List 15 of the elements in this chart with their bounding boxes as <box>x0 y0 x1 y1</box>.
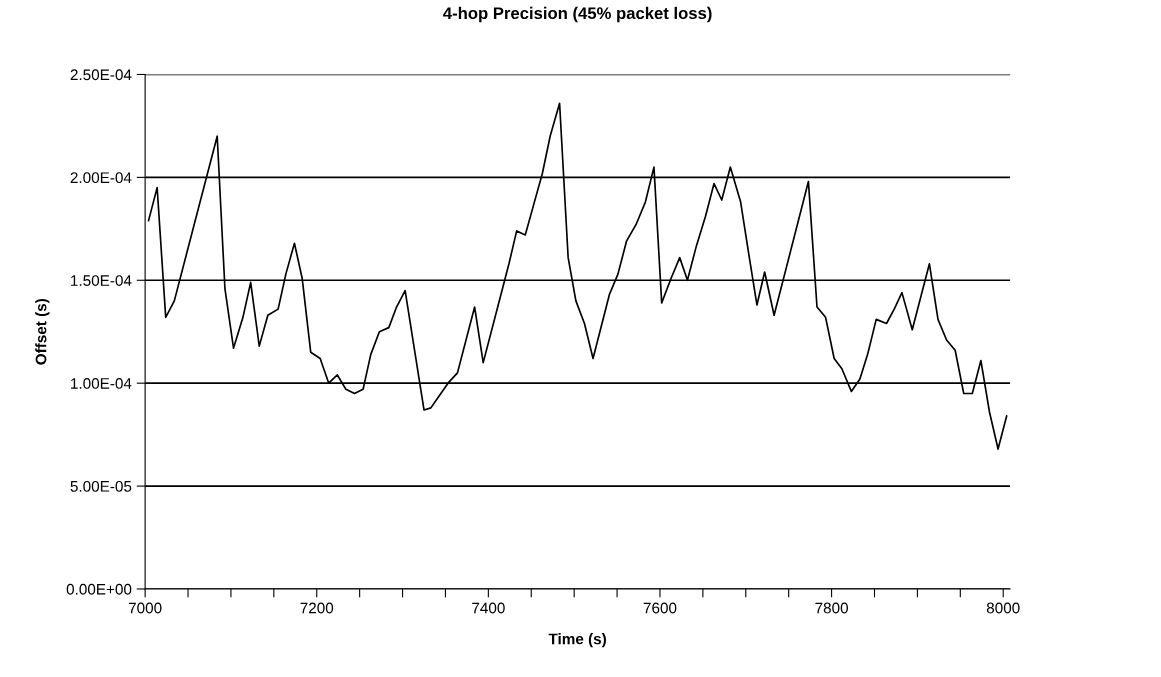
x-tick-label: 7000 <box>128 602 162 614</box>
chart-title: 4-hop Precision (45% packet loss) <box>443 6 712 23</box>
x-tick-label: 7800 <box>815 602 848 614</box>
y-axis-title: Offset (s) <box>35 298 50 365</box>
y-tick-label: 0.00E+00 <box>66 583 132 595</box>
x-tick-label: 7200 <box>300 602 334 614</box>
x-tick-label: 8000 <box>986 602 1020 614</box>
y-tick-label: 1.00E-04 <box>71 378 132 389</box>
x-axis-title: Time (s) <box>548 633 606 648</box>
y-tick-label: 5.00E-05 <box>70 480 132 492</box>
y-tick-label: 2.50E-04 <box>70 69 132 81</box>
x-tick-label: 7400 <box>472 602 505 614</box>
x-tick-label: 7600 <box>643 602 677 614</box>
y-tick-label: 2.00E-04 <box>70 172 132 184</box>
y-tick-label: 1.50E-04 <box>71 275 132 286</box>
